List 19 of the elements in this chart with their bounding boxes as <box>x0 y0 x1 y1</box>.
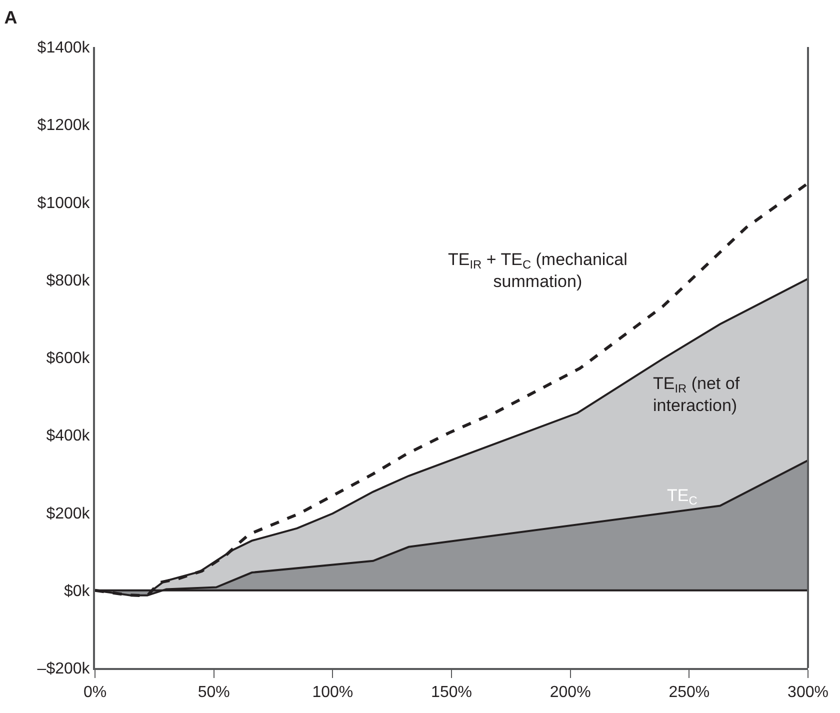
x-tick-label: 300% <box>788 684 828 702</box>
x-tick-label: 50% <box>198 684 230 702</box>
y-tick-label: $1200k <box>37 117 91 134</box>
x-tick-label: 250% <box>668 684 710 702</box>
x-tick-label: 200% <box>550 684 591 702</box>
x-tick-label: 0% <box>83 684 107 702</box>
y-tick-label: $800k <box>46 272 91 290</box>
y-tick-label: $1400k <box>37 40 91 57</box>
x-tick-label: 150% <box>431 684 472 702</box>
series-label: TE$_{IR}$ (net of interaction) <box>653 374 740 416</box>
x-tick-label: 100% <box>312 684 354 702</box>
series-label: TE$_{IR}$ + TE$_{C}$ (mechanical summation) <box>448 250 628 292</box>
y-tick-label: $0k <box>64 582 91 600</box>
y-tick-label: $600k <box>46 350 91 368</box>
y-tick-label: $1000k <box>37 194 91 212</box>
chart-title: A <box>4 7 18 28</box>
y-tick-label: –$200k <box>37 660 91 678</box>
y-tick-label: $200k <box>46 505 91 522</box>
y-tick-label: $400k <box>46 428 91 445</box>
